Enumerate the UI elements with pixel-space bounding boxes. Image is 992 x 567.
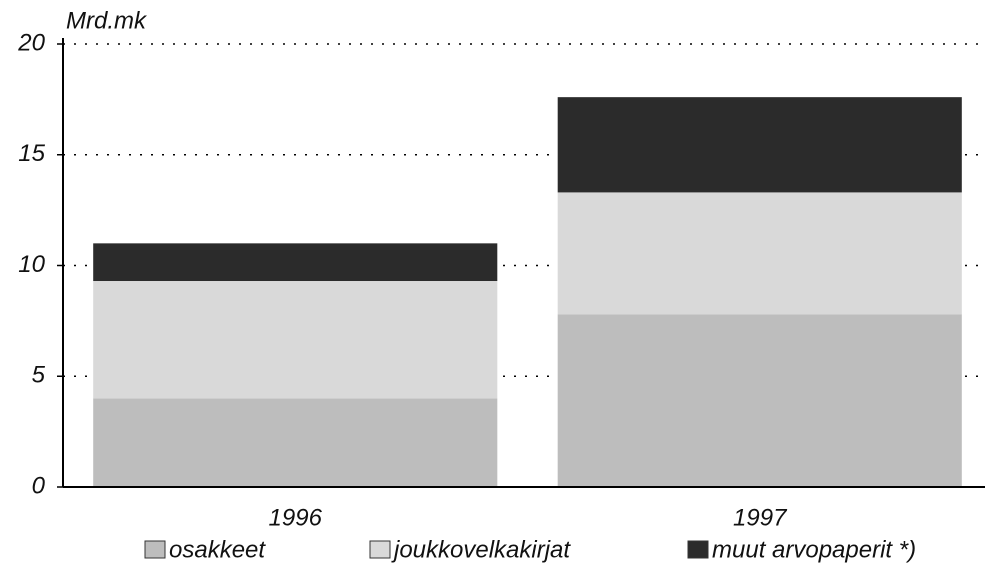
x-tick-label: 1996 [269,504,323,531]
bar-segment [557,97,962,193]
y-tick-label: 5 [32,362,46,389]
bar-segment [557,192,962,315]
legend-label: joukkovelkakirjat [391,536,571,563]
bar-segment [93,281,498,399]
x-tick-label: 1997 [733,504,788,531]
legend-swatch [144,540,166,559]
y-tick-label: 15 [18,140,45,167]
y-axis-label: Mrd.mk [66,7,148,34]
legend-label: osakkeet [169,536,266,563]
y-tick-label: 0 [32,472,46,499]
y-tick-label: 10 [18,251,45,278]
legend-swatch [369,540,391,559]
legend-label: muut arvopaperit *) [712,536,916,563]
legend-swatch [687,540,709,559]
bar-segment [557,314,962,487]
y-tick-label: 20 [17,29,45,56]
bar-segment [93,398,498,487]
bar-segment [93,243,498,282]
